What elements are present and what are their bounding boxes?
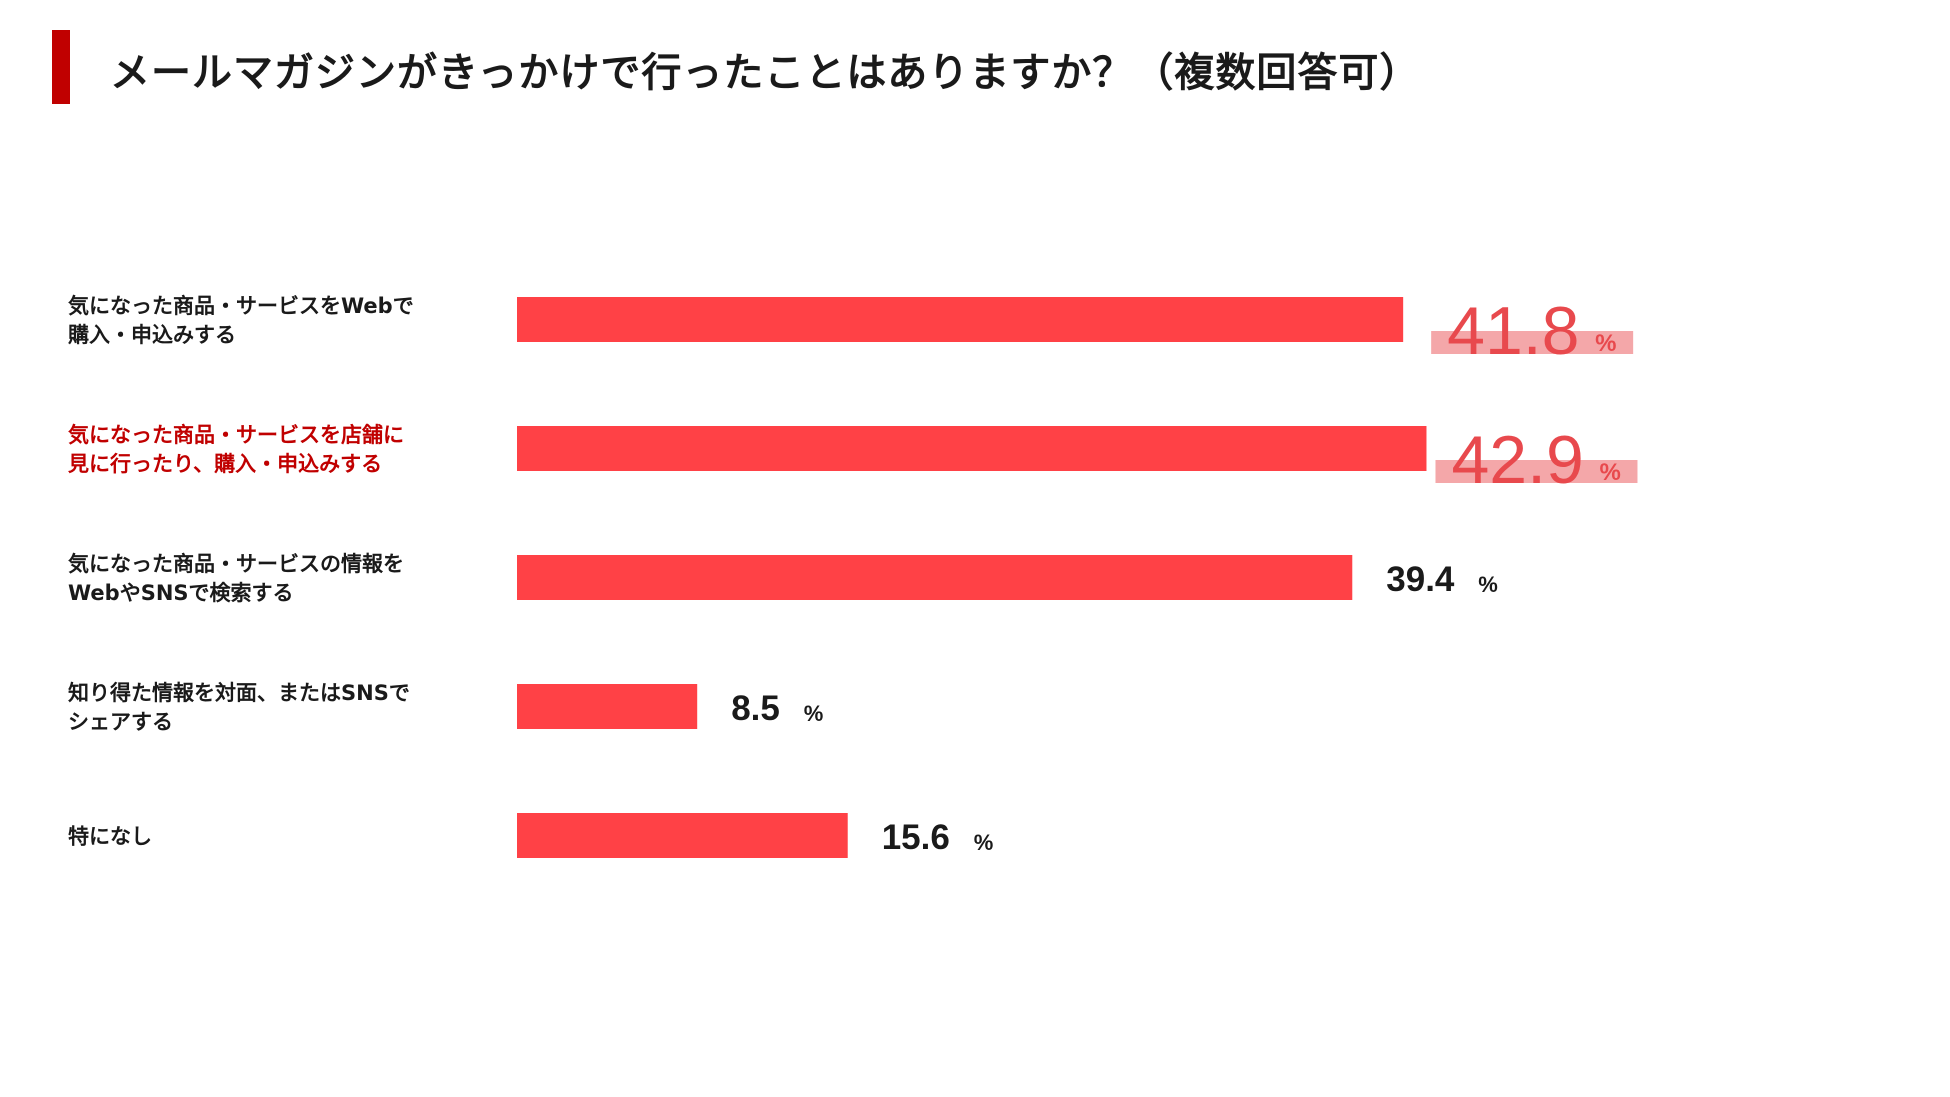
category-label: 特になし xyxy=(68,825,152,849)
value-label: 8.5 xyxy=(731,689,780,728)
value-highlight-band xyxy=(1435,460,1638,483)
category-label: 気になった商品・サービスを店舗に xyxy=(68,423,404,447)
category-label: 購入・申込みする xyxy=(67,323,236,347)
unit-label: % xyxy=(1599,459,1620,486)
category-label: 見に行ったり、購入・申込みする xyxy=(68,452,382,476)
category-label: 気になった商品・サービスをWebで xyxy=(68,294,414,318)
bar xyxy=(517,426,1427,471)
bar xyxy=(517,555,1353,600)
bar xyxy=(517,297,1404,342)
unit-label: % xyxy=(804,701,824,726)
title-accent-bar xyxy=(52,30,70,104)
unit-label: % xyxy=(1595,330,1616,357)
bar xyxy=(517,684,698,729)
bar xyxy=(517,813,848,858)
value-label: 15.6 xyxy=(882,818,950,857)
unit-label: % xyxy=(1478,572,1498,597)
unit-label: % xyxy=(974,830,994,855)
value-highlight-band xyxy=(1431,331,1634,354)
value-label: 41.8 xyxy=(1447,293,1579,369)
value-label: 39.4 xyxy=(1386,560,1455,599)
category-label: シェアする xyxy=(68,710,173,734)
category-label: 気になった商品・サービスの情報を xyxy=(68,552,404,576)
chart-title: メールマガジンがきっかけで行ったことはありますか？（複数回答可） xyxy=(110,50,1421,96)
category-label: 知り得た情報を対面、またはSNSで xyxy=(68,681,410,705)
value-label: 42.9 xyxy=(1451,422,1583,498)
category-label: WebやSNSで検索する xyxy=(68,581,294,605)
